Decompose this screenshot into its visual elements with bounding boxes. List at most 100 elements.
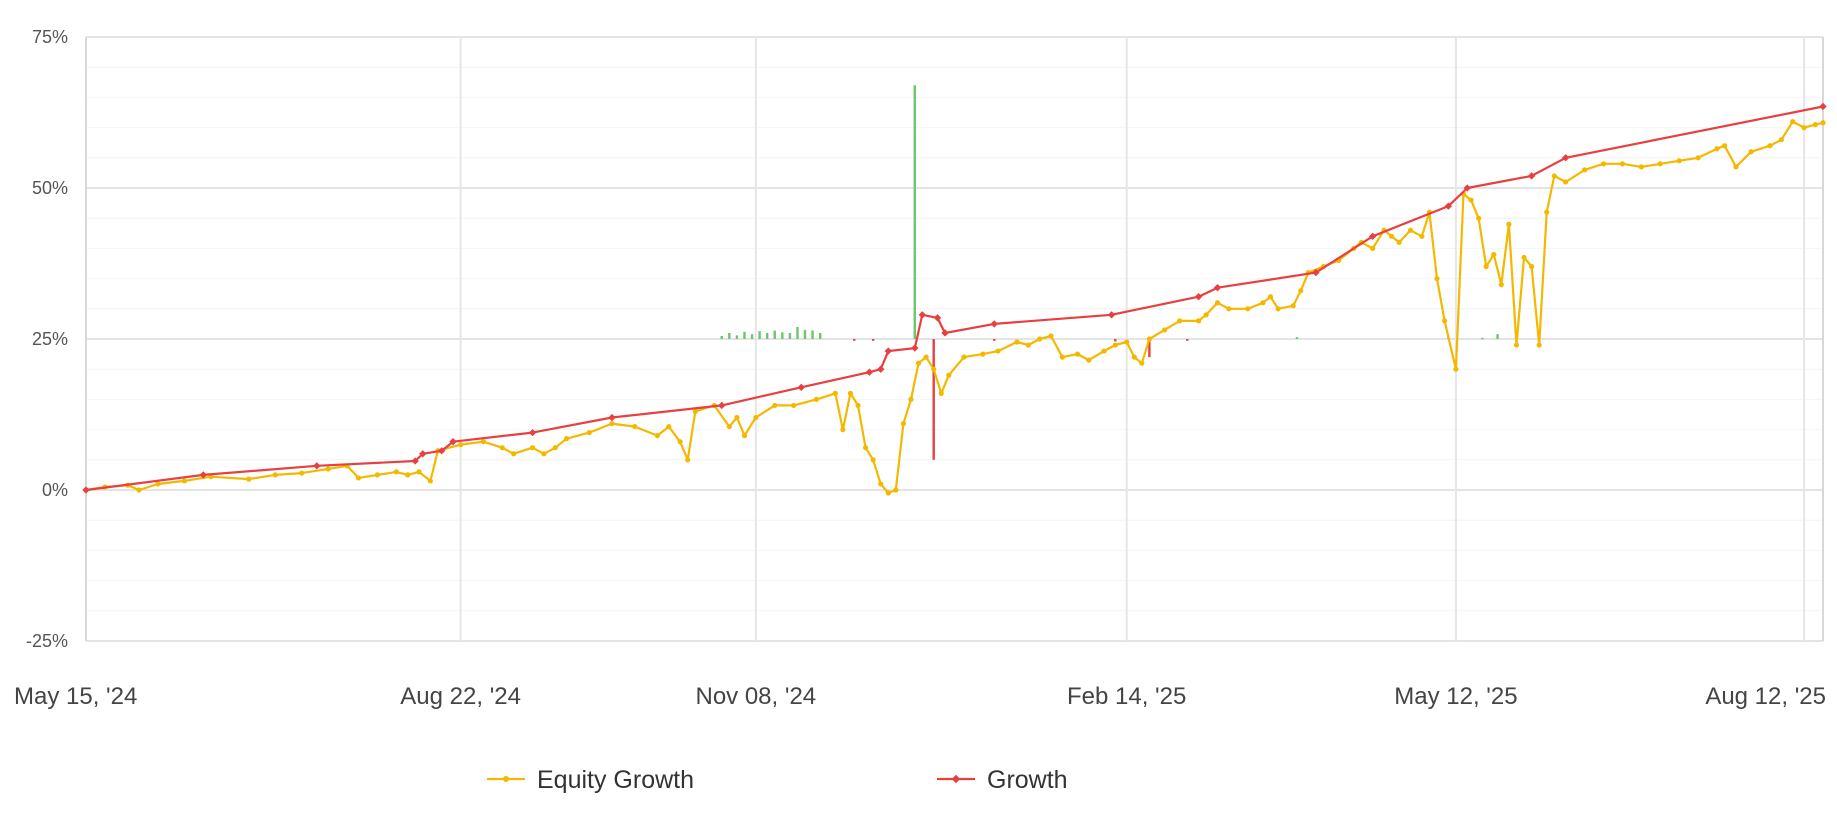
line-series bbox=[82, 102, 1827, 496]
equity-growth-point bbox=[654, 433, 661, 439]
equity-growth-point bbox=[1529, 263, 1535, 270]
grid bbox=[85, 36, 1823, 642]
equity-growth-point bbox=[1722, 143, 1728, 149]
legend-label: Equity Growth bbox=[537, 766, 694, 794]
equity-growth-point bbox=[1037, 336, 1043, 342]
equity-growth-point bbox=[1226, 306, 1232, 312]
growth-point bbox=[911, 344, 919, 352]
bar bbox=[788, 332, 792, 339]
equity-growth-point bbox=[1491, 251, 1497, 258]
bar bbox=[765, 332, 769, 339]
y-tick-label: 75% bbox=[32, 27, 68, 47]
equity-growth-point bbox=[1370, 245, 1376, 251]
equity-growth-point bbox=[726, 423, 732, 430]
equity-growth-point bbox=[1820, 120, 1826, 126]
equity-growth-point bbox=[181, 478, 187, 484]
equity-growth-point bbox=[1551, 173, 1557, 179]
bar bbox=[796, 326, 799, 339]
equity-growth-point bbox=[813, 396, 819, 402]
equity-growth-point bbox=[946, 372, 952, 378]
bar bbox=[853, 339, 856, 341]
equity-growth-point bbox=[1506, 221, 1512, 227]
equity-growth-point bbox=[1388, 233, 1395, 239]
equity-growth-point bbox=[1298, 288, 1304, 294]
equity-growth-point bbox=[541, 451, 547, 457]
equity-growth-point bbox=[1676, 158, 1682, 164]
x-tick-label: May 12, '25 bbox=[1394, 683, 1517, 710]
equity-growth-point bbox=[246, 476, 252, 482]
equity-growth-point bbox=[862, 445, 869, 451]
growth-point bbox=[865, 368, 874, 376]
equity-growth-point bbox=[1195, 318, 1202, 324]
bar bbox=[735, 335, 739, 339]
y-tick-label: 50% bbox=[32, 178, 68, 198]
equity-growth-point bbox=[1638, 164, 1644, 170]
bar bbox=[818, 332, 822, 339]
equity-growth-point bbox=[1407, 227, 1414, 233]
bar bbox=[803, 329, 807, 339]
growth-point bbox=[608, 413, 616, 422]
equity-growth-point bbox=[1146, 336, 1152, 342]
equity-growth-point bbox=[1177, 318, 1183, 324]
equity-growth-point bbox=[299, 470, 305, 476]
equity-growth-point bbox=[741, 433, 748, 439]
equity-growth-point bbox=[1657, 161, 1663, 167]
equity-growth-point bbox=[753, 414, 759, 421]
equity-growth-point bbox=[1453, 366, 1459, 372]
equity-growth-point bbox=[900, 420, 907, 427]
equity-growth-point bbox=[938, 390, 944, 396]
growth-point bbox=[1194, 293, 1203, 301]
growth-line bbox=[85, 105, 1824, 492]
equity-growth-point bbox=[1245, 306, 1251, 312]
equity-growth-point bbox=[1059, 354, 1065, 360]
legend-label: Growth bbox=[987, 766, 1068, 794]
equity-growth-point bbox=[511, 451, 517, 457]
equity-growth-point bbox=[1733, 164, 1739, 170]
growth-point bbox=[918, 311, 927, 319]
axes: -25% 0% 25% 50% 75% May 15, '24 Aug 22, '24 Nov… bbox=[14, 27, 1826, 710]
equity-growth-point bbox=[529, 445, 536, 451]
equity-growth-point bbox=[564, 436, 570, 442]
legend: Equity Growth Growth bbox=[487, 766, 1068, 794]
equity-growth-point bbox=[1468, 197, 1474, 203]
equity-growth-point bbox=[1790, 118, 1796, 125]
equity-growth-point bbox=[609, 420, 615, 427]
equity-growth-point bbox=[1536, 342, 1542, 348]
equity-growth-point bbox=[1619, 161, 1626, 167]
growth-point bbox=[438, 447, 446, 455]
x-tick-label: Aug 12, '25 bbox=[1705, 683, 1826, 710]
growth-point bbox=[933, 314, 942, 322]
equity-growth-point bbox=[923, 354, 929, 360]
equity-growth-point bbox=[393, 469, 399, 475]
bar bbox=[1186, 339, 1189, 341]
x-tick-label: Aug 22, '24 bbox=[400, 683, 521, 710]
equity-growth-point bbox=[136, 487, 142, 493]
equity-growth-point bbox=[1476, 215, 1482, 221]
equity-growth-point bbox=[1419, 233, 1425, 239]
equity-growth-point bbox=[893, 487, 899, 493]
equity-growth-point bbox=[1074, 351, 1081, 357]
equity-growth-point bbox=[1014, 339, 1020, 345]
equity-growth-point bbox=[1275, 306, 1281, 312]
legend-item: Equity Growth bbox=[487, 766, 694, 794]
equity-growth-point bbox=[1600, 161, 1607, 167]
growth-point bbox=[82, 486, 90, 494]
y-tick-label: 0% bbox=[42, 480, 68, 500]
equity-growth-point bbox=[1483, 263, 1489, 270]
equity-growth-point bbox=[685, 457, 691, 463]
equity-growth-point bbox=[155, 481, 161, 487]
equity-growth-point bbox=[847, 390, 854, 396]
bar bbox=[913, 85, 916, 339]
equity-growth-point bbox=[1695, 155, 1701, 161]
equity-growth-point bbox=[458, 442, 464, 448]
equity-growth-point bbox=[405, 472, 411, 478]
bar bbox=[1148, 339, 1151, 358]
equity-growth-point bbox=[272, 472, 278, 478]
equity-growth-point bbox=[480, 439, 486, 445]
equity-growth-point bbox=[1161, 327, 1168, 333]
bar bbox=[1481, 337, 1484, 340]
bar bbox=[871, 339, 875, 341]
equity-growth-point bbox=[1025, 342, 1031, 348]
equity-growth-point bbox=[1214, 300, 1221, 306]
x-tick-label: Feb 14, '25 bbox=[1067, 683, 1186, 710]
